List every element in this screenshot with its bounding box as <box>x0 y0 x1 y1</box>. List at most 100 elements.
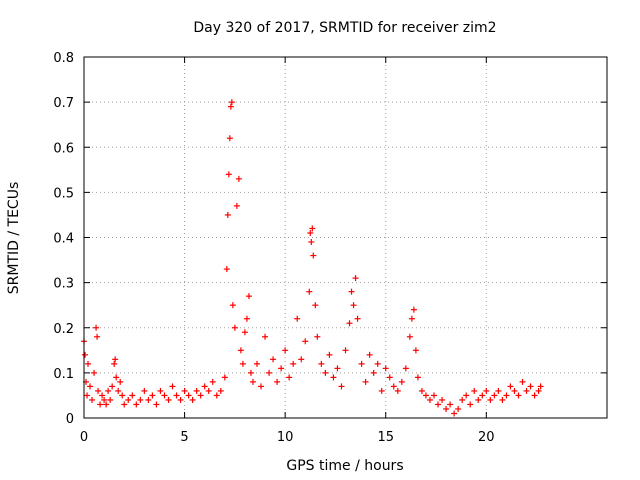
data-point <box>224 211 231 218</box>
data-point <box>99 392 106 399</box>
data-point <box>350 302 357 309</box>
data-point <box>394 387 401 394</box>
data-point <box>253 360 260 367</box>
x-tick-label: 0 <box>80 430 88 445</box>
data-point <box>398 378 405 385</box>
data-point <box>258 383 265 390</box>
data-point <box>145 396 152 403</box>
data-point <box>121 401 128 408</box>
data-point <box>366 351 373 358</box>
chart-title: Day 320 of 2017, SRMTID for receiver zim… <box>193 20 496 36</box>
y-tick-label: 0.1 <box>53 367 74 382</box>
data-point <box>165 396 172 403</box>
data-point <box>408 315 415 322</box>
data-point <box>95 387 102 394</box>
data-point <box>495 387 502 394</box>
data-point <box>483 387 490 394</box>
data-point <box>177 396 184 403</box>
data-point <box>237 347 244 354</box>
data-point <box>235 175 242 182</box>
data-point <box>223 266 230 273</box>
data-point <box>499 396 506 403</box>
data-point <box>89 396 96 403</box>
data-point <box>231 324 238 331</box>
data-point <box>298 356 305 363</box>
data-point <box>105 387 112 394</box>
grid <box>84 57 607 418</box>
data-point <box>479 392 486 399</box>
data-point <box>85 360 92 367</box>
data-point <box>84 392 91 399</box>
data-point <box>370 369 377 376</box>
data-point <box>348 288 355 295</box>
data-point <box>491 392 498 399</box>
data-point <box>245 293 252 300</box>
x-tick-label: 10 <box>277 430 294 445</box>
data-point <box>87 383 94 390</box>
data-point <box>519 378 526 385</box>
data-point <box>352 275 359 282</box>
x-axis-title: GPS time / hours <box>286 458 403 474</box>
data-point <box>334 365 341 372</box>
data-point <box>471 387 478 394</box>
data-point <box>111 360 118 367</box>
data-point <box>312 302 319 309</box>
y-tick-label: 0.8 <box>53 51 74 66</box>
data-point <box>507 383 514 390</box>
data-point <box>117 378 124 385</box>
data-point <box>270 356 277 363</box>
data-point <box>91 369 98 376</box>
data-point <box>302 338 309 345</box>
data-point <box>173 392 180 399</box>
data-point <box>447 401 454 408</box>
data-point <box>314 333 321 340</box>
data-point <box>189 396 196 403</box>
y-tick-label: 0.6 <box>53 141 74 156</box>
y-tick-label: 0.4 <box>53 232 74 247</box>
data-point <box>181 387 188 394</box>
data-point <box>463 392 470 399</box>
data-point <box>527 383 534 390</box>
data-point <box>443 405 450 412</box>
data-point <box>149 392 156 399</box>
data-point <box>378 387 385 394</box>
data-point <box>290 360 297 367</box>
data-points <box>81 99 544 417</box>
data-point <box>185 392 192 399</box>
data-point <box>97 401 104 408</box>
data-point <box>103 401 110 408</box>
data-point <box>247 369 254 376</box>
x-tick-label: 20 <box>478 430 495 445</box>
data-point <box>112 356 119 363</box>
data-point <box>278 365 285 372</box>
data-point <box>243 315 250 322</box>
data-point <box>157 387 164 394</box>
data-point <box>133 401 140 408</box>
data-point <box>93 324 100 331</box>
data-point <box>233 202 240 209</box>
data-point <box>523 387 530 394</box>
data-point <box>431 392 438 399</box>
data-point <box>310 252 317 259</box>
data-point <box>262 333 269 340</box>
data-point <box>241 329 248 336</box>
data-point <box>535 387 542 394</box>
data-point <box>406 333 413 340</box>
data-point <box>487 396 494 403</box>
data-point <box>455 405 462 412</box>
data-point <box>115 387 122 394</box>
x-tick-label: 15 <box>377 430 394 445</box>
data-point <box>226 135 233 142</box>
data-point <box>362 378 369 385</box>
data-point <box>308 239 315 246</box>
data-point <box>307 229 314 236</box>
y-tick-label: 0 <box>66 412 74 427</box>
data-point <box>286 374 293 381</box>
y-tick-label: 0.3 <box>53 277 74 292</box>
data-point <box>511 387 518 394</box>
data-point <box>282 347 289 354</box>
data-point <box>205 387 212 394</box>
data-point <box>294 315 301 322</box>
